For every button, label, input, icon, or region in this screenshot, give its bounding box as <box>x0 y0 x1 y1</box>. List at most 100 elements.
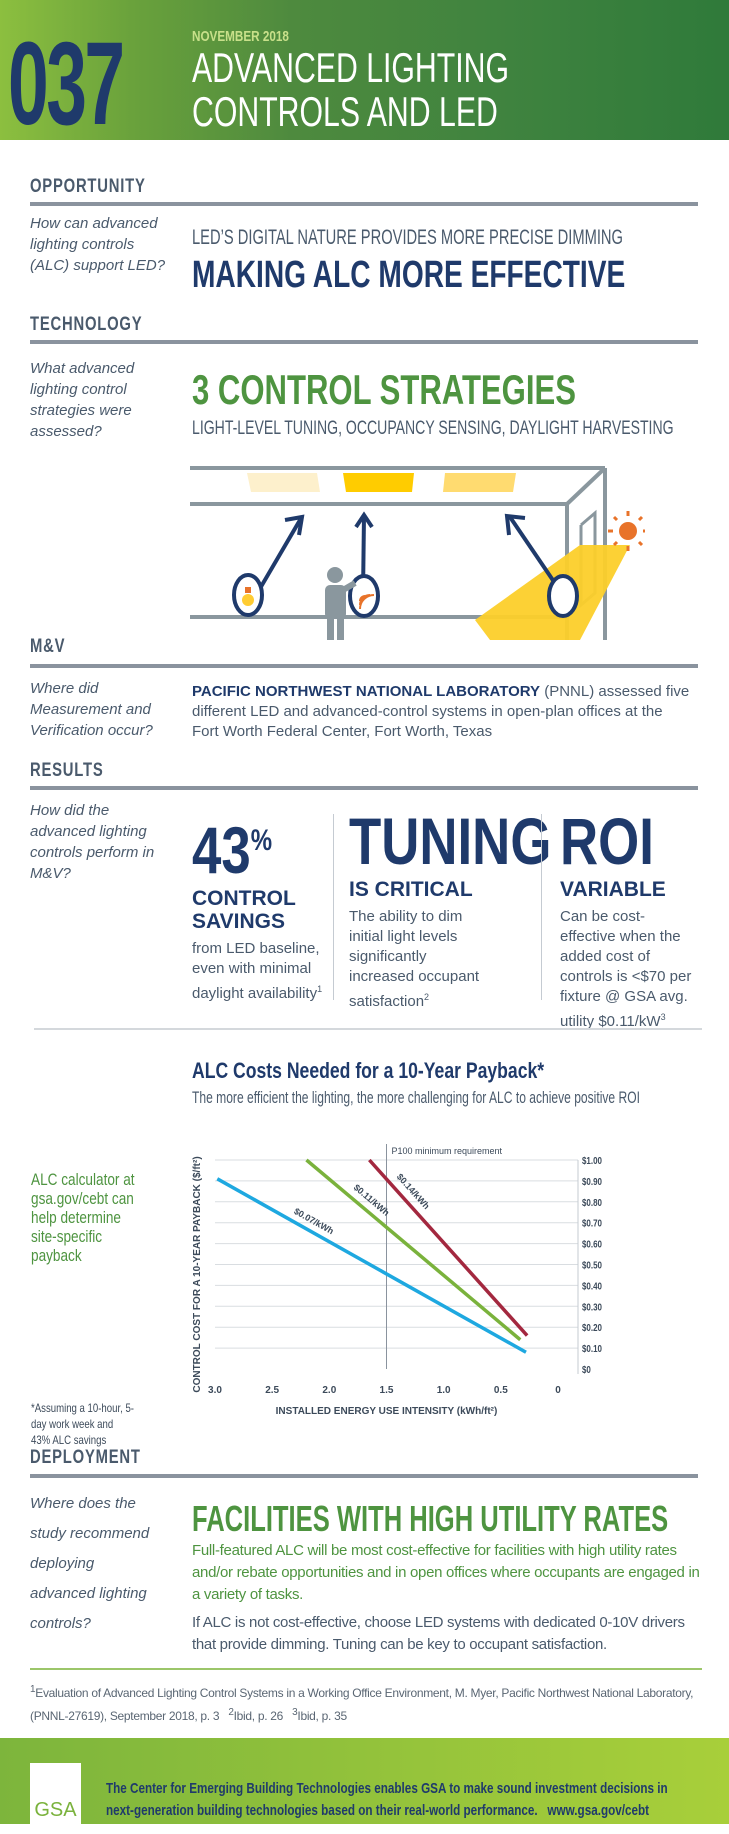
full-light-panel <box>343 473 414 492</box>
section-label-mv: M&V <box>30 636 75 658</box>
result-text: from LED baseline, even with minimal day… <box>192 940 320 1002</box>
text: *Assuming a 10-hour, 5-day work week and… <box>31 1401 134 1447</box>
title-text-1: ADVANCED LIGHTING <box>192 44 510 91</box>
series-line-1 <box>305 1158 522 1342</box>
lightbulb-icon <box>242 587 254 606</box>
result-tuning: TUNING IS CRITICAL The ability to dim in… <box>349 808 551 1012</box>
x-tick-label: 0 <box>555 1385 561 1396</box>
results-question: How did the advanced lighting controls p… <box>30 802 155 882</box>
series-line-0 <box>216 1177 527 1354</box>
mv-question: Where did Measurement and Verification o… <box>30 680 153 739</box>
column-divider <box>541 814 542 1000</box>
label: DEPLOYMENT <box>30 1447 141 1468</box>
result-savings: 43% CONTROL SAVINGS from LED baseline, e… <box>192 808 342 1004</box>
section-rule <box>30 202 698 206</box>
footnote-1: Evaluation of Advanced Lighting Control … <box>30 1686 694 1723</box>
text: FACILITIES WITH HIGH UTILITY RATES <box>192 1498 669 1539</box>
issue-number: 037 <box>8 16 193 152</box>
title-text-2: CONTROLS AND LED <box>192 88 498 135</box>
footnote-ref: 2 <box>424 992 430 1002</box>
y-tick-label: $0.90 <box>582 1176 602 1187</box>
x-tick-label: 3.0 <box>208 1385 222 1396</box>
opportunity-subline: LED’S DIGITAL NATURE PROVIDES MORE PRECI… <box>192 226 729 250</box>
control-strategies-illustration <box>190 466 645 640</box>
opportunity-headline: MAKING ALC MORE EFFECTIVE <box>192 254 729 297</box>
label: M&V <box>30 636 66 657</box>
value: 43 <box>192 813 251 887</box>
footer-text: The Center for Emerging Building Technol… <box>106 1778 729 1822</box>
deployment-question: Where does the study recommend deploying… <box>30 1495 150 1632</box>
section-label-deployment: DEPLOYMENT <box>30 1447 172 1469</box>
text: LIGHT-LEVEL TUNING, OCCUPANCY SENSING, D… <box>192 418 674 439</box>
section-label-opportunity: OPPORTUNITY <box>30 176 178 198</box>
cebt-link[interactable]: www.gsa.gov/cebt <box>547 1802 650 1819</box>
footnote-rule <box>30 1668 702 1670</box>
mv-description: PACIFIC NORTHWEST NATIONAL LABORATORY (P… <box>192 682 692 742</box>
opportunity-question: How can advanced lighting controls (ALC)… <box>30 215 166 274</box>
y-tick-label: $0.70 <box>582 1218 602 1229</box>
column-divider <box>333 814 334 1000</box>
dim-light-panel <box>247 473 320 492</box>
text: The more efficient the lighting, the mor… <box>192 1088 640 1107</box>
unit: % <box>250 824 273 857</box>
results-divider <box>34 1028 702 1030</box>
y-tick-label: $0.60 <box>582 1239 602 1250</box>
issue-date-text: NOVEMBER 2018 <box>192 28 289 45</box>
label: RESULTS <box>30 760 104 781</box>
footnote-ref: 1 <box>317 984 323 994</box>
y-tick-label: $0.10 <box>582 1343 602 1354</box>
mv-text: (PNNL) assessed five different LED and a… <box>192 683 690 740</box>
result-sub: CONTROL SAVINGS <box>192 887 296 933</box>
mid-light-panel <box>443 473 516 492</box>
section-rule <box>30 1474 698 1478</box>
result-text: The ability to dim initial light levels … <box>349 908 480 1010</box>
technology-subline: LIGHT-LEVEL TUNING, OCCUPANCY SENSING, D… <box>192 418 729 440</box>
footnote-2: Ibid, p. 26 <box>233 1709 284 1723</box>
result-big: ROI <box>560 808 710 874</box>
footer-band: GSA The Center for Emerging Building Tec… <box>0 1738 729 1834</box>
label: TECHNOLOGY <box>30 314 143 335</box>
section-label-technology: TECHNOLOGY <box>30 314 174 336</box>
section-rule <box>30 340 698 344</box>
section-rule <box>30 664 698 668</box>
x-tick-label: 2.5 <box>265 1385 279 1396</box>
y-axis-title: CONTROL COST FOR A 10-YEAR PAYBACK ($/ft… <box>192 1156 203 1392</box>
strategy-arrows <box>232 511 579 618</box>
deployment-paragraph-1: Full-featured ALC will be most cost-effe… <box>192 1542 700 1603</box>
text: LED’S DIGITAL NATURE PROVIDES MORE PRECI… <box>192 226 623 249</box>
x-axis-title: INSTALLED ENERGY USE INTENSITY (kWh/ft²) <box>276 1406 498 1417</box>
section-rule <box>30 786 698 790</box>
page-title-line-1: ADVANCED LIGHTING <box>192 44 632 92</box>
result-text: Can be cost-effective when the added cos… <box>560 908 692 1030</box>
calculator-note: ALC calculator at gsa.gov/cebt can help … <box>31 1170 141 1265</box>
text: ALC Costs Needed for a 10-Year Payback* <box>192 1058 545 1083</box>
y-tick-label: $0.30 <box>582 1301 602 1312</box>
payback-chart: $0 $0.10 $0.20 $0.30 $0.40 $0.50 $0.60 $0.70 $0.… <box>192 1144 602 1417</box>
issue-date: NOVEMBER 2018 <box>192 28 316 45</box>
result-big: 43% <box>192 808 342 883</box>
technology-headline: 3 CONTROL STRATEGIES <box>192 366 711 414</box>
footnote-num: 1 <box>30 1684 36 1695</box>
gsa-logo: GSA <box>30 1763 81 1834</box>
footnote-num: 2 <box>228 1707 234 1718</box>
footnote-ref: 3 <box>660 1012 666 1022</box>
technology-question: What advanced lighting control strategie… <box>30 360 135 440</box>
result-sub: IS CRITICAL <box>349 878 473 901</box>
y-tick-label: $0.80 <box>582 1197 602 1208</box>
y-tick-label: $0.40 <box>582 1281 602 1292</box>
deployment-paragraph-2: If ALC is not cost-effective, choose LED… <box>192 1614 685 1653</box>
label: OPPORTUNITY <box>30 176 146 197</box>
footnote-3: Ibid, p. 35 <box>297 1709 347 1723</box>
footer-description: The Center for Emerging Building Technol… <box>106 1780 668 1819</box>
reference-line-label: P100 minimum requirement <box>392 1146 503 1156</box>
page-title-line-2: CONTROLS AND LED <box>192 88 617 136</box>
footnote-num: 3 <box>292 1707 298 1718</box>
result-sub: VARIABLE <box>560 878 666 901</box>
sun-icon <box>608 511 645 551</box>
section-label-results: RESULTS <box>30 760 124 782</box>
x-tick-label: 1.0 <box>437 1385 451 1396</box>
issue-number-text: 037 <box>8 18 125 150</box>
organization-name: PACIFIC NORTHWEST NATIONAL LABORATORY <box>192 683 541 700</box>
chart-subtitle: The more efficient the lighting, the mor… <box>192 1088 729 1108</box>
chart-title: ALC Costs Needed for a 10-Year Payback* <box>192 1058 632 1084</box>
